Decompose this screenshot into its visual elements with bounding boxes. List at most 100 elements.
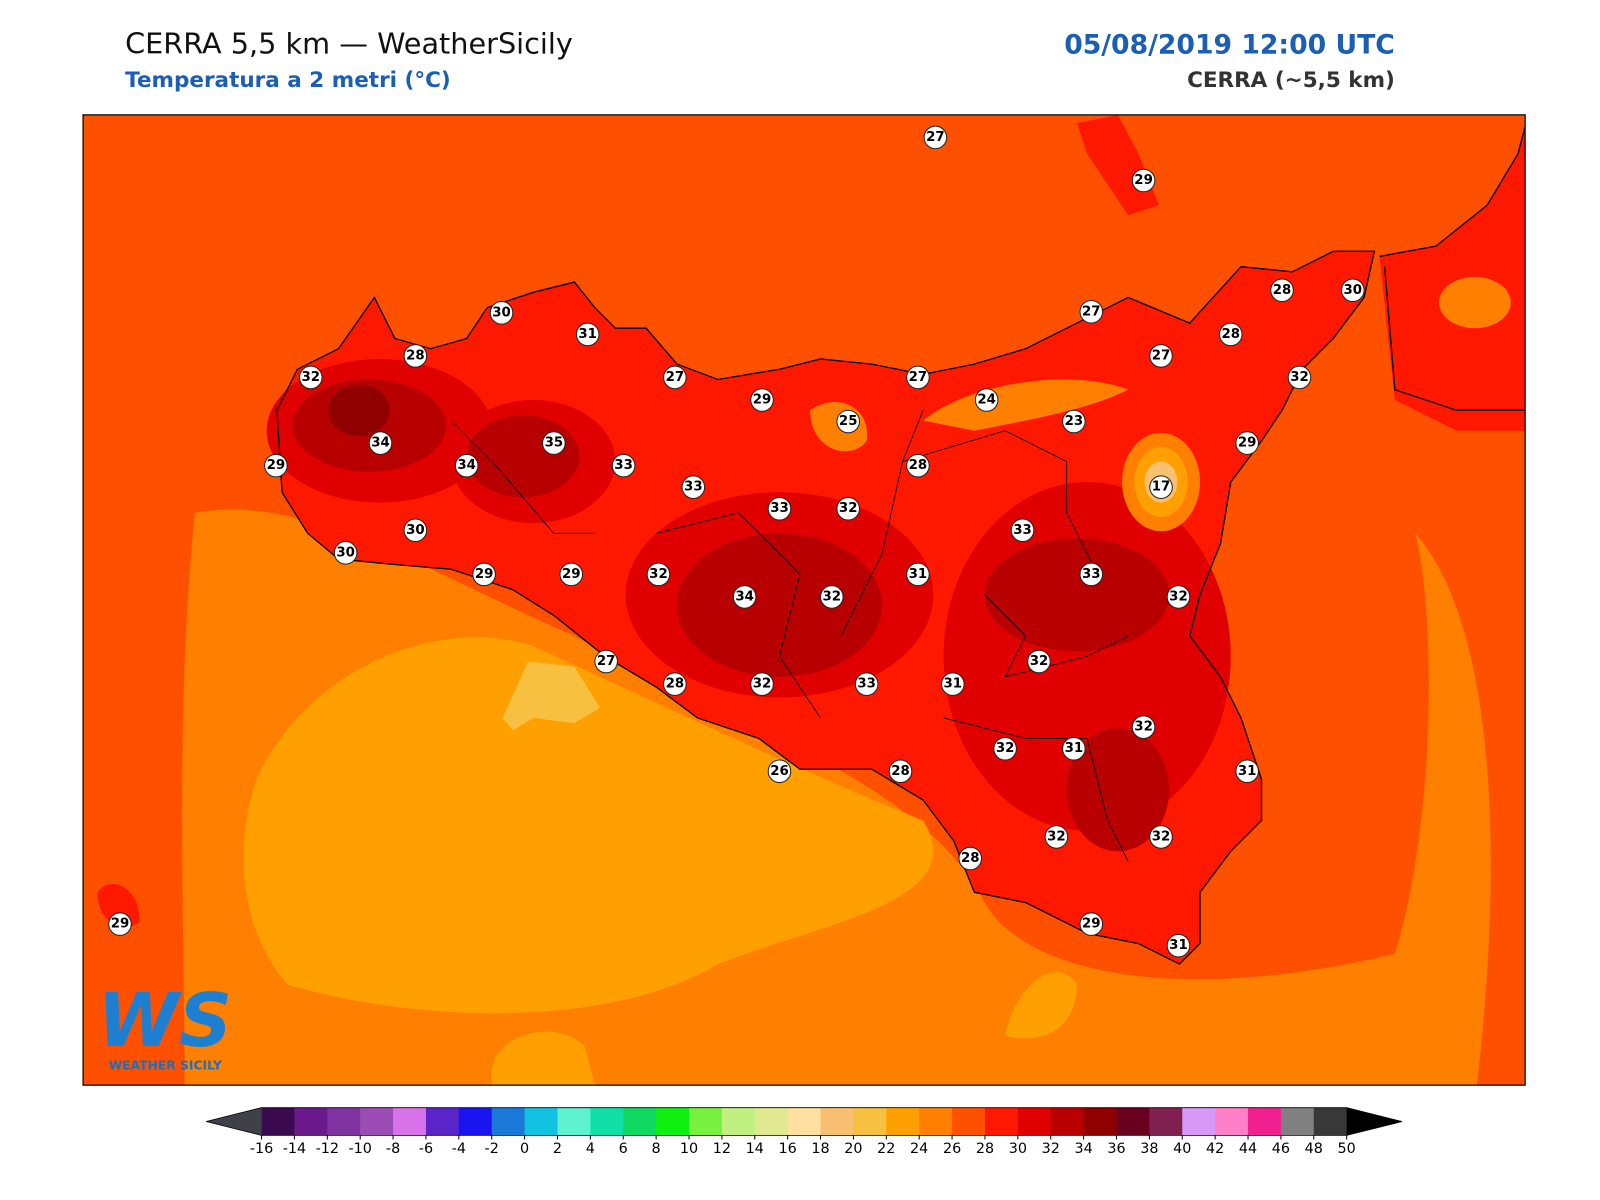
colorbar-tick-label: 50 — [1338, 1141, 1356, 1157]
colorbar-tick-label: 46 — [1272, 1141, 1290, 1157]
colorbar-box — [1050, 1107, 1085, 1136]
cool-zone — [810, 379, 1129, 452]
colorbar-under — [206, 1107, 262, 1136]
colorbar-box — [1280, 1107, 1315, 1136]
station-value: 31 — [578, 327, 597, 342]
station-marker — [888, 759, 913, 784]
colorbar-tick-label: 18 — [811, 1141, 829, 1157]
station-marker — [941, 672, 965, 696]
station-value: 32 — [301, 370, 320, 385]
colorbar-box — [853, 1107, 887, 1136]
hotter-zone — [466, 415, 580, 498]
colorbar-tick-label: -6 — [419, 1141, 433, 1157]
station-marker — [767, 496, 792, 521]
map-title: CERRA 5,5 km — WeatherSicily — [125, 26, 573, 60]
colorbar-tick-label: 20 — [844, 1141, 862, 1157]
station-value: 31 — [1065, 741, 1084, 756]
station-marker — [958, 846, 983, 871]
station-marker — [108, 912, 132, 936]
station-marker — [906, 453, 930, 478]
station-marker — [836, 409, 860, 434]
station-marker — [854, 672, 879, 696]
colorbar-box — [1215, 1107, 1249, 1136]
colorbar: -16 -14 -12 -10 -8 -6 -4 -2 0 2 4 6 8 10 12 14 16 18 20 22 2… — [206, 1107, 1403, 1157]
colorbar-tick-label: 34 — [1074, 1141, 1092, 1157]
station-marker — [1235, 431, 1259, 455]
station-value: 29 — [475, 567, 494, 582]
station-marker — [333, 541, 358, 565]
colorbar-box — [1149, 1107, 1183, 1136]
station-marker — [1149, 825, 1173, 849]
station-value: 32 — [1152, 829, 1171, 844]
station-marker — [611, 453, 636, 478]
datetime: 05/08/2019 12:00 UTC — [1064, 29, 1395, 60]
station-value: 29 — [1082, 917, 1101, 932]
colorbar-box — [557, 1107, 591, 1136]
station-value: 32 — [649, 567, 668, 582]
station-marker — [836, 496, 860, 521]
station-value: 32 — [1169, 589, 1188, 604]
station-value: 33 — [614, 458, 633, 473]
station-marker — [368, 431, 393, 455]
colorbar-box — [623, 1107, 657, 1136]
coastline — [1379, 123, 1526, 411]
station-marker — [1166, 585, 1191, 609]
colorbar-box — [458, 1107, 493, 1136]
colorbar-box — [425, 1107, 460, 1136]
colorbar-tick-label: 36 — [1107, 1141, 1125, 1157]
station-value: 27 — [597, 654, 616, 669]
station-value: 28 — [961, 851, 980, 866]
colorbar-tick-label: 2 — [553, 1141, 562, 1157]
station-value: 29 — [753, 393, 772, 408]
colorbar-tick-label: -8 — [386, 1141, 400, 1157]
station-marker — [489, 301, 514, 325]
station-value: 25 — [839, 414, 858, 429]
hottest-zone — [328, 384, 390, 436]
land-warm — [1076, 114, 1526, 431]
station-marker — [906, 562, 930, 587]
colorbar-tick-label: 10 — [680, 1141, 698, 1157]
station-marker — [1062, 736, 1086, 761]
colorbar-tick-label: -14 — [283, 1141, 306, 1157]
colorbar-tick-label: 38 — [1140, 1141, 1158, 1157]
station-value: 35 — [545, 436, 564, 451]
station-marker — [575, 322, 600, 347]
colorbar-tick-label: 8 — [652, 1141, 661, 1157]
station-value: 32 — [1290, 370, 1309, 385]
map-subtitle: Temperatura a 2 metri (°C) — [125, 68, 451, 93]
station-marker — [906, 365, 930, 390]
station-marker — [1218, 322, 1243, 347]
colorbar-box — [360, 1107, 394, 1136]
station-marker — [993, 736, 1017, 761]
station-value: 33 — [684, 480, 703, 495]
colorbar-box — [787, 1107, 822, 1136]
colorbar-box — [491, 1107, 526, 1136]
station-marker — [298, 365, 323, 390]
station-marker — [1062, 409, 1086, 434]
colorbar-tick-label: -4 — [452, 1141, 466, 1157]
station-marker — [542, 431, 566, 455]
map: 27 29 30 31 28 30 27 28 28 27 32 27 27 32 29 24 25 23 34 35… — [83, 114, 1526, 1086]
station-value: 24 — [977, 393, 996, 408]
station-value: 34 — [371, 436, 390, 451]
station-value: 27 — [666, 370, 685, 385]
station-value: 29 — [1134, 173, 1153, 188]
station-marker — [663, 672, 687, 696]
colorbar-box — [1017, 1107, 1052, 1136]
colorbar-box — [656, 1107, 690, 1136]
colorbar-box — [1182, 1107, 1216, 1136]
logo-text: WEATHER SICILY — [109, 1059, 223, 1073]
station-marker — [1010, 518, 1035, 543]
station-value: 34 — [735, 589, 754, 604]
station-value: 33 — [857, 677, 876, 692]
warm-sea-inner — [243, 637, 934, 1014]
station-marker — [264, 453, 288, 478]
station-marker — [594, 649, 618, 674]
station-value: 28 — [1221, 327, 1240, 342]
station-marker — [1131, 168, 1156, 193]
station-marker — [681, 475, 706, 499]
colorbar-box — [1083, 1107, 1118, 1136]
cool-zone — [1438, 276, 1511, 329]
station-value: 31 — [1169, 938, 1188, 953]
station-value: 30 — [336, 545, 355, 560]
